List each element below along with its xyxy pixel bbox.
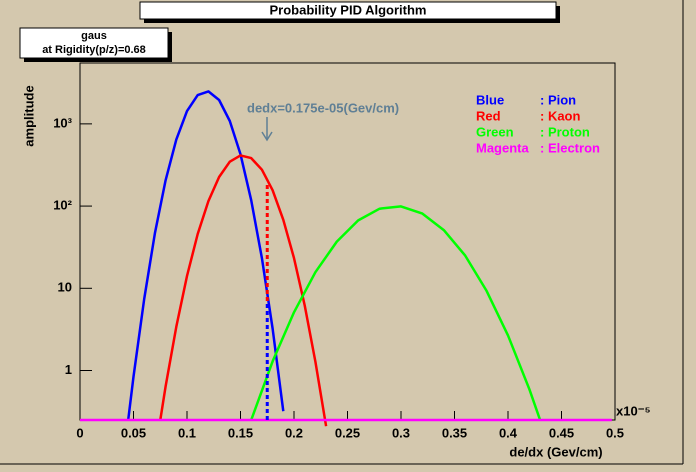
legend-color-label: Magenta — [476, 140, 530, 155]
legend-color-label: Blue — [476, 92, 504, 107]
legend-color-label: Green — [476, 124, 514, 139]
chart-title: Probability PID Algorithm — [270, 2, 427, 17]
title-box — [139, 1, 557, 20]
x-tick-label: 0.25 — [335, 425, 360, 440]
x-tick-label: 0.3 — [392, 425, 410, 440]
x-tick-label: 0.35 — [442, 425, 467, 440]
stats-text: at Rigidity(p/z)=0.68 — [42, 44, 146, 56]
series-line — [126, 90, 285, 421]
x-axis-label: de/dx (Gev/cm) — [509, 444, 602, 459]
x-tick-label: 0.45 — [549, 425, 574, 440]
series-line — [250, 205, 542, 421]
y-axis-label: amplitude — [21, 85, 36, 146]
stats-text: gaus — [81, 30, 107, 42]
x-tick-label: 0.5 — [606, 425, 624, 440]
legend-label: : Kaon — [540, 108, 581, 123]
legend-label: : Pion — [540, 92, 576, 107]
x-exponent: x10⁻⁵ — [616, 403, 651, 418]
x-tick-label: 0 — [76, 425, 83, 440]
stats-box — [19, 27, 169, 59]
legend-label: : Proton — [540, 124, 590, 139]
y-tick-label: 1 — [65, 362, 72, 377]
y-tick-label: 10³ — [53, 115, 72, 130]
x-tick-label: 0.1 — [178, 425, 196, 440]
x-tick-label: 0.15 — [228, 425, 253, 440]
x-tick-label: 0.05 — [121, 425, 146, 440]
x-tick-label: 0.4 — [499, 425, 518, 440]
y-tick-label: 10 — [58, 280, 72, 295]
x-tick-label: 0.2 — [285, 425, 303, 440]
y-tick-label: 10² — [53, 198, 72, 213]
annotation-arrow — [261, 131, 273, 142]
legend-color-label: Red — [476, 108, 501, 123]
series-line — [159, 154, 328, 427]
annotation: dedx=0.175e-05(Gev/cm) — [247, 100, 399, 115]
legend-label: : Electron — [540, 140, 600, 155]
